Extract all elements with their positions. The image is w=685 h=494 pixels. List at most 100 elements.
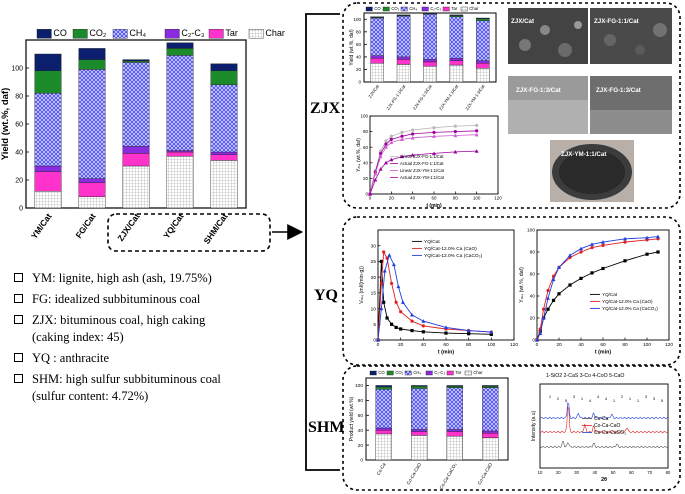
bar-segment-tar xyxy=(482,432,499,438)
bar-segment-cc xyxy=(78,178,106,184)
peak-label: 1 xyxy=(629,396,632,401)
x-tick-label: 40 xyxy=(410,196,416,201)
data-point xyxy=(546,296,550,300)
category-label: Co-Ca xyxy=(376,462,387,476)
x-tick-label: 0 xyxy=(536,342,539,348)
legend-swatch xyxy=(386,370,394,376)
data-point xyxy=(373,177,378,182)
x-tick-label: 20 xyxy=(556,342,562,348)
data-point xyxy=(378,154,383,159)
legend-swatch xyxy=(36,29,52,39)
y-tick-label: 100 xyxy=(11,65,23,72)
note-shm: SHM: high sulfur subbituminous coal (sul… xyxy=(14,371,294,405)
data-point xyxy=(396,284,401,289)
peak-label: 1 xyxy=(613,398,616,403)
data-point xyxy=(384,139,388,143)
bar-segment-char xyxy=(396,64,411,83)
peak-label: 5 xyxy=(661,398,664,403)
x-tick-label: 80 xyxy=(453,196,459,201)
legend-swatch xyxy=(382,6,390,12)
data-point xyxy=(410,153,415,157)
x-tick-label: 10 xyxy=(538,470,543,475)
y-tick-label: 100 xyxy=(360,114,368,119)
note-text: YM: lignite, high ash (ash, 19.75%) xyxy=(32,271,212,285)
peak-label: 3 xyxy=(645,394,648,399)
data-point xyxy=(546,307,550,311)
data-point xyxy=(453,130,457,134)
data-point xyxy=(432,130,436,134)
shm-panel xyxy=(342,365,681,491)
y-tick-label: 0 xyxy=(373,338,376,344)
legend-swatch xyxy=(460,6,468,12)
section-label-shm: SHM xyxy=(308,419,344,436)
data-point xyxy=(475,123,479,127)
data-point xyxy=(579,246,583,251)
note-text-cont: (sulfur content: 4.72%) xyxy=(32,389,149,403)
zjx-bar-chart: 0 20 40 60 80 100 ZJX/Cat ZJX-FG-1:1/Cat ZJX-FG-… xyxy=(349,6,497,111)
bar-segment-co xyxy=(449,14,464,16)
data-point xyxy=(389,137,393,141)
main-bar-chart: 0 20 40 60 80 100 YM/Cat FG/Cat ZJX/Cat YQ/Cat SHM… xyxy=(0,28,285,246)
data-point xyxy=(568,253,572,257)
data-point xyxy=(444,331,448,335)
bar-segment-ch xyxy=(423,14,437,60)
bar-segment-co xyxy=(375,385,392,388)
series-line xyxy=(536,251,659,341)
bar-segment-ch xyxy=(482,387,499,432)
legend-label: Tar xyxy=(455,370,461,375)
data-point xyxy=(542,307,546,311)
bar-segment-char xyxy=(166,155,194,209)
data-point xyxy=(453,133,458,138)
category-label: ZJX-FG-1:1/Cat xyxy=(385,83,407,111)
legend-label: CH₄ xyxy=(409,6,417,11)
y-tick-label: 40 xyxy=(363,160,369,165)
data-point xyxy=(656,250,660,254)
bar-segment-tar xyxy=(34,171,62,192)
y-tick-label: 25 xyxy=(371,259,377,265)
peak-label: 4 xyxy=(589,398,592,403)
x-tick-label: 60 xyxy=(431,196,437,201)
data-point xyxy=(551,298,556,302)
category-label: SHM/Cat xyxy=(201,211,229,246)
x-axis-label: 2θ xyxy=(601,477,607,483)
data-point xyxy=(467,332,471,336)
data-point xyxy=(432,126,436,130)
category-label: ZJX/Cat xyxy=(367,83,380,99)
bar-segment-co xyxy=(34,70,62,94)
y-tick-label: 5 xyxy=(373,322,376,328)
note-text: SHM: high sulfur subbituminous coal xyxy=(32,372,221,386)
bar-segment-co xyxy=(482,385,499,387)
data-point xyxy=(389,134,393,138)
category-label: FG/Cat xyxy=(73,211,97,240)
data-point xyxy=(400,134,404,138)
series-line xyxy=(536,236,659,341)
x-tick-label: 120 xyxy=(494,196,502,201)
y-axis-label: Yₘ₄ (wt.%, daf) xyxy=(356,138,362,172)
legend-label: CH₄ xyxy=(413,370,421,375)
data-point xyxy=(382,268,387,273)
data-point xyxy=(387,253,392,257)
bar-segment-ch xyxy=(396,15,411,58)
data-point xyxy=(541,316,546,320)
legend-label: Char xyxy=(473,370,483,375)
legend-label: Co-Ca-CaO xyxy=(594,423,621,429)
legend-swatch xyxy=(208,29,224,39)
bar-segment-char xyxy=(411,435,428,461)
y-tick-label: 80 xyxy=(15,93,23,100)
x-tick-label: 60 xyxy=(443,342,449,348)
x-axis-label: t (min) xyxy=(595,350,611,356)
legend-swatch xyxy=(446,370,454,376)
x-tick-label: 0 xyxy=(377,342,380,348)
series-line xyxy=(369,150,477,195)
bar-segment-co xyxy=(476,17,490,19)
y-tick-label: 0 xyxy=(358,80,361,85)
y-axis-label: Intensity (a.u) xyxy=(531,411,537,442)
peak-label: 2 xyxy=(557,396,560,401)
y-tick-label: 40 xyxy=(356,54,362,59)
data-point xyxy=(601,243,605,247)
legend-label: CH₄ xyxy=(129,28,146,38)
yq-yield-chart: 0 20 40 60 80 100 120 0 20 40 60 80 100 t (min) Yₘ₄ (w… xyxy=(519,228,673,356)
category-label: Co-Ca-CaCO₃ xyxy=(439,462,458,490)
data-point xyxy=(379,306,384,311)
